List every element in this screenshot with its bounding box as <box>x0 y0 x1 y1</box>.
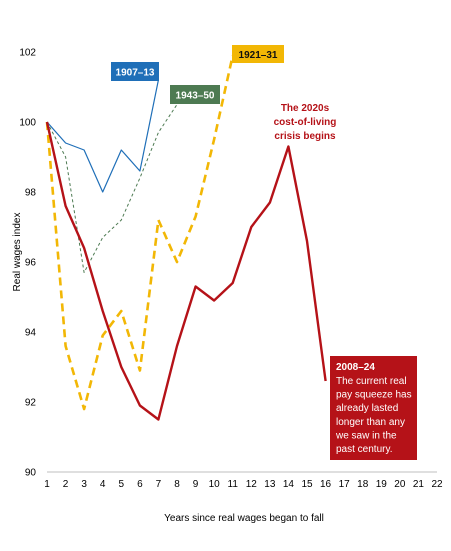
x-tick-label: 8 <box>174 479 180 490</box>
label-2008-24-body-line: The current real <box>336 376 407 387</box>
label-2008-24-body-line: we saw in the <box>335 430 397 441</box>
crisis-annotation-line: cost-of-living <box>274 117 337 128</box>
series-lines <box>45 55 327 421</box>
crisis-annotation-line: crisis begins <box>274 131 336 142</box>
y-tick-label: 100 <box>19 118 36 129</box>
label-2008-24-title: 2008–24 <box>336 362 375 373</box>
label-1921-31-text: 1921–31 <box>239 50 278 61</box>
x-tick-label: 9 <box>193 479 199 490</box>
x-tick-label: 5 <box>119 479 125 490</box>
label-1907-13-text: 1907–13 <box>116 68 155 79</box>
y-tick-label: 102 <box>19 48 36 59</box>
label-2008-24-body-line: already lasted <box>336 403 398 414</box>
x-tick-label: 4 <box>100 479 106 490</box>
label-2008-24-body-line: longer than any <box>336 417 405 428</box>
x-tick-label: 7 <box>156 479 162 490</box>
series-labels: 1907–13 1943–50 1921–31 The 2020s cost-of-li… <box>111 45 417 460</box>
series-line-1943-50 <box>46 104 178 273</box>
series-line-2008-24 <box>45 121 327 421</box>
x-tick-label: 18 <box>357 479 369 490</box>
label-1921-31-box <box>232 45 284 63</box>
x-tick-label: 10 <box>209 479 221 490</box>
x-tick-label: 14 <box>283 479 295 490</box>
x-tick-label: 21 <box>413 479 425 490</box>
label-1943-50-text: 1943–50 <box>176 91 215 102</box>
label-1943-50-box <box>170 85 220 104</box>
crisis-annotation-line: The 2020s <box>281 103 330 114</box>
series-line-1907-13 <box>46 79 159 193</box>
x-tick-label: 22 <box>431 479 443 490</box>
x-tick-label: 11 <box>228 479 239 490</box>
series-line-1921-31 <box>45 55 234 411</box>
y-tick-label: 90 <box>25 468 37 479</box>
label-1907-13-box <box>111 62 159 81</box>
x-tick-label: 17 <box>339 479 351 490</box>
x-tick-label: 1 <box>44 479 50 490</box>
y-tick-label: 92 <box>25 398 37 409</box>
x-tick-label: 12 <box>246 479 258 490</box>
x-tick-label: 16 <box>320 479 332 490</box>
label-2008-24-body-line: past century. <box>336 444 393 455</box>
label-2008-24-body-line: pay squeeze has <box>336 390 412 401</box>
axes: 1 2 3 4 5 6 7 8 9 10 11 12 13 14 15 16 17 18 19 20 21 2290929… <box>19 48 443 491</box>
x-tick-label: 15 <box>301 479 313 490</box>
y-tick-label: 98 <box>25 188 37 199</box>
y-tick-label: 94 <box>25 328 37 339</box>
x-tick-label: 13 <box>264 479 276 490</box>
label-2008-24-box <box>330 356 417 460</box>
y-tick-label: 96 <box>25 258 37 269</box>
x-axis-title: Years since real wages began to fall <box>164 513 324 524</box>
x-tick-label: 2 <box>63 479 69 490</box>
x-tick-label: 20 <box>394 479 406 490</box>
y-axis-title: Real wages index <box>12 213 23 292</box>
x-tick-label: 6 <box>137 479 143 490</box>
x-tick-label: 3 <box>81 479 87 490</box>
x-tick-label: 19 <box>376 479 388 490</box>
